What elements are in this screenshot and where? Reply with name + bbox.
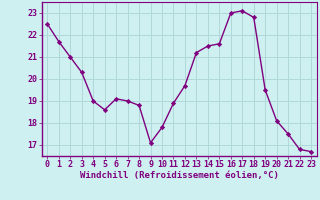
X-axis label: Windchill (Refroidissement éolien,°C): Windchill (Refroidissement éolien,°C) — [80, 171, 279, 180]
